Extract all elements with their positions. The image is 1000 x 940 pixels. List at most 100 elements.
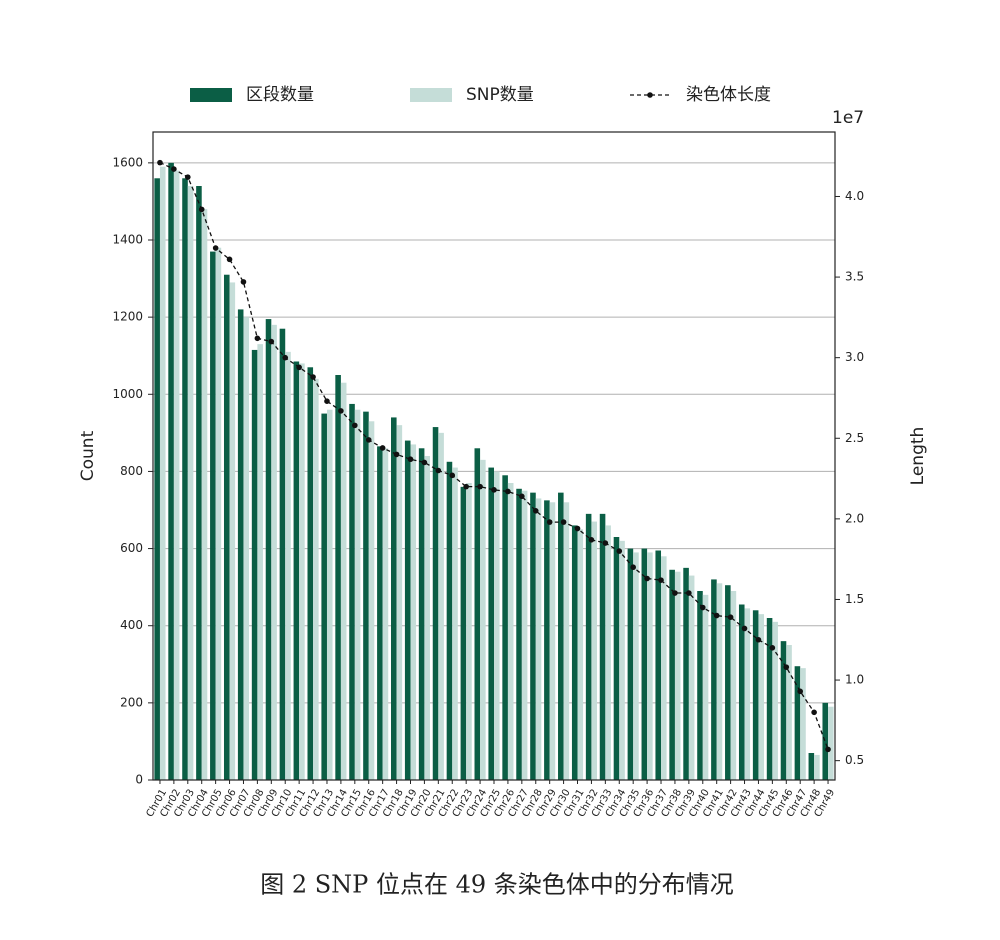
bar	[808, 753, 815, 780]
bar	[251, 349, 258, 780]
bar	[558, 492, 564, 780]
legend-label: SNP数量	[466, 85, 534, 105]
line-point	[268, 338, 275, 345]
bar	[674, 571, 681, 780]
bar	[313, 378, 319, 780]
bar	[502, 475, 508, 780]
bar	[688, 575, 695, 780]
y-tick-label: 600	[120, 541, 143, 555]
bar	[229, 282, 236, 780]
bar	[391, 417, 397, 780]
bar	[599, 513, 606, 780]
bar	[418, 448, 425, 780]
line-point	[797, 688, 804, 695]
bar	[410, 444, 417, 780]
line-point	[435, 467, 442, 474]
bar	[285, 351, 291, 780]
line-point	[171, 166, 177, 172]
bar	[647, 552, 653, 780]
bar	[271, 324, 277, 780]
line-point	[825, 746, 831, 753]
bar	[321, 413, 327, 780]
bar	[299, 363, 305, 780]
line-point	[811, 709, 817, 716]
y2-tick-label: 0.5	[845, 753, 864, 767]
bar	[800, 668, 806, 780]
y-tick-label: 1600	[112, 155, 143, 169]
bar	[683, 567, 689, 780]
bar	[738, 604, 745, 780]
bar	[446, 461, 453, 780]
bar	[814, 754, 820, 780]
line-point	[755, 636, 762, 643]
line-point	[240, 279, 247, 285]
bar	[335, 375, 341, 780]
line-point	[212, 245, 219, 251]
line-point	[157, 159, 163, 166]
bar	[669, 569, 675, 780]
y2-tick-label: 1.5	[845, 592, 864, 606]
bar	[237, 309, 244, 780]
bar	[571, 525, 578, 780]
bar	[544, 500, 550, 780]
y2-tick-label: 1.0	[845, 673, 864, 687]
line-point	[463, 483, 469, 490]
bar	[766, 618, 773, 780]
bar	[382, 448, 389, 780]
line-point	[741, 625, 748, 632]
line-point	[491, 487, 497, 493]
bar	[488, 467, 494, 780]
line-point	[365, 437, 372, 443]
line-point	[198, 206, 205, 213]
bar	[828, 706, 834, 780]
y-tick-label: 200	[120, 695, 143, 709]
bar	[633, 552, 639, 780]
bar	[822, 702, 829, 780]
bar	[780, 641, 787, 780]
bar	[424, 456, 430, 780]
line-point	[783, 664, 790, 670]
bar	[772, 621, 778, 780]
bar	[661, 556, 667, 780]
legend-swatch	[190, 88, 232, 102]
bar	[744, 608, 751, 780]
line-point	[282, 354, 289, 361]
line-point	[477, 483, 483, 490]
y2-tick-label: 3.5	[845, 270, 864, 284]
bar	[516, 488, 522, 780]
caption: 图 2 SNP 位点在 49 条染色体中的分布情况	[260, 871, 734, 899]
line-point	[407, 456, 414, 463]
bar	[697, 591, 703, 780]
bar	[377, 446, 383, 780]
y-axis-title: Count	[78, 430, 98, 481]
line-point	[226, 256, 233, 263]
bar	[460, 486, 467, 780]
bar	[265, 319, 272, 780]
line-point	[602, 540, 609, 546]
y2-tick-label: 4.0	[845, 189, 864, 203]
bar	[223, 274, 230, 780]
bar	[368, 421, 375, 780]
bar	[340, 382, 347, 780]
line-point	[713, 612, 720, 619]
bar	[215, 247, 222, 780]
bar	[404, 440, 411, 780]
bar	[702, 594, 709, 780]
bar	[521, 490, 528, 780]
bar	[613, 537, 620, 780]
bar	[711, 579, 717, 780]
bar	[257, 344, 263, 780]
bar	[716, 583, 723, 780]
bar	[243, 317, 250, 780]
line-point	[254, 335, 261, 342]
y2-offset: 1e7	[832, 108, 864, 128]
y2-axis-title: Length	[908, 427, 928, 486]
bar	[159, 166, 166, 780]
bar	[494, 471, 500, 780]
bar	[363, 411, 369, 780]
line-point	[658, 577, 664, 583]
bar	[605, 525, 611, 780]
bar	[730, 591, 737, 780]
bar	[535, 498, 542, 780]
